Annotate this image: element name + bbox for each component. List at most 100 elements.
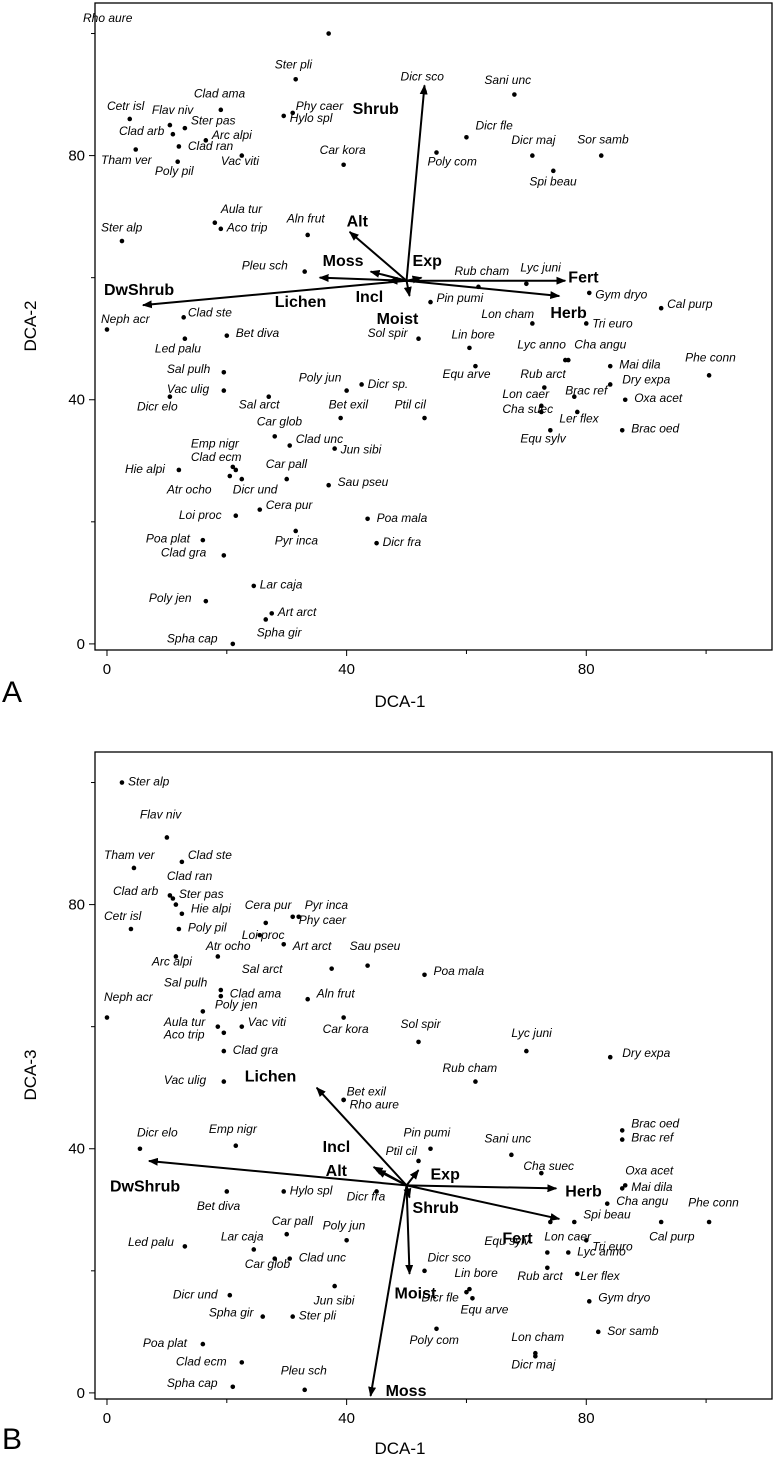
panel-a-point-label-cal-purp: Cal purp	[667, 297, 713, 311]
panel-b-point-sal-pulh	[218, 987, 224, 993]
panel-a-y-axis-label: DCA-2	[21, 300, 40, 351]
panel-b-x-tick-label-40: 40	[338, 1410, 355, 1427]
panel-a-point-vac-viti	[239, 153, 245, 158]
panel-b-point-label-sal-pulh: Sal pulh	[164, 975, 208, 989]
panel-a-point-rho-aure	[326, 31, 331, 36]
panel-b-vector-label-shrub: Shrub	[413, 1200, 459, 1217]
panel-a-point-dicr-fra	[374, 540, 379, 546]
panel-a-point-poly-com	[434, 150, 439, 155]
panel-b-vector-label-moist: Moist	[395, 1285, 437, 1302]
panel-a-point-neph-acr	[104, 327, 110, 332]
panel-b-point-cha-suec	[539, 1170, 544, 1176]
panel-a-point-label-lon-cham: Lon cham	[481, 307, 534, 321]
panel-b-vector-label-incl: Incl	[323, 1139, 351, 1156]
panel-b-point-label-bet-exil: Bet exil	[347, 1085, 387, 1099]
panel-b-point-label-dicr-sco: Dicr sco	[428, 1251, 472, 1265]
panel-a-point-label-lar-caja: Lar caja	[260, 577, 303, 591]
panel-a-point-ster-pli	[293, 76, 299, 82]
panel-b-point-label-hie-alpi: Hie alpi	[191, 902, 231, 916]
panel-a-point-sani-unc	[512, 92, 517, 97]
panel-a-point-equ-arve	[473, 363, 478, 369]
panel-a-point-ster-pas	[182, 125, 188, 131]
panel-b-point-emp-nigr	[233, 1143, 239, 1148]
panel-b-point-neph-acr	[104, 1015, 110, 1020]
panel-b-point-hie-alpi	[179, 911, 185, 917]
panel-a-letter: A	[2, 676, 22, 709]
panel-b-point-label-dry-expa: Dry expa	[622, 1046, 670, 1060]
panel-a-point-clad-ama	[218, 107, 224, 113]
panel-b-point-sau-pseu	[365, 963, 370, 968]
panel-a-point-phy-caer	[290, 110, 296, 116]
panel-a-point-tri-euro	[583, 321, 589, 326]
panel-b-point-label-atr-ocho: Atr ocho	[205, 939, 251, 953]
panel-b-point-label-cal-purp: Cal purp	[649, 1229, 695, 1243]
panel-b-point-label-sau-pseu: Sau pseu	[350, 939, 401, 953]
panel-a-vector-herb	[406, 279, 561, 300]
panel-b-point-label-sor-samb: Sor samb	[607, 1324, 659, 1338]
panel-b-point-label-vac-ulig: Vac ulig	[164, 1073, 207, 1087]
panel-a-point-label-lon-caer: Lon caer	[502, 387, 550, 401]
panel-b-point-label-lar-caja: Lar caja	[221, 1229, 264, 1243]
panel-a-point-label-dicr-fra: Dicr fra	[383, 535, 422, 549]
panel-b-point-label-dicr-und: Dicr und	[173, 1287, 218, 1301]
panel-b-point-poa-mala	[422, 972, 427, 978]
panel-b-point-art-arct	[281, 941, 287, 947]
panel-b-point-label-oxa-acet: Oxa acet	[625, 1163, 674, 1177]
panel-b-point-sor-samb	[595, 1329, 601, 1335]
panel-a-point-label-car-glob: Car glob	[257, 414, 303, 428]
panel-a-point-bet-diva	[224, 333, 230, 338]
panel-a-point-label-flav-niv: Flav niv	[152, 103, 194, 117]
panel-b-vector-label-lichen: Lichen	[245, 1069, 297, 1086]
panel-a-point-cetr-isl	[127, 116, 133, 122]
panel-a-point-ster-alp	[119, 238, 125, 244]
panel-a-point-label-aula-tur: Aula tur	[220, 202, 263, 216]
panel-a-point-lyc-juni	[524, 281, 529, 287]
panel-a-point-pin-pumi	[428, 299, 433, 305]
panel-a-point-emp-nigr	[230, 464, 236, 470]
panel-a-point-label-hylo-spl: Hylo spl	[290, 111, 333, 125]
panel-b-point-label-aula-tur: Aula tur	[163, 1015, 206, 1029]
panel-a-point-arc-alpi	[203, 138, 209, 143]
panel-b-point-rho-aure	[341, 1097, 346, 1103]
panel-a-point-label-aln-frut: Aln frut	[286, 212, 326, 226]
panel-b-point-label-equ-arve: Equ arve	[460, 1303, 508, 1317]
panel-a-point-dicr-fle	[464, 134, 469, 140]
panel-b-point-label-emp-nigr: Emp nigr	[209, 1122, 258, 1136]
panel-a-point-label-car-pall: Car pall	[266, 457, 308, 471]
panel-b-point-label-spha-cap: Spha cap	[167, 1376, 218, 1390]
panel-b-environment-vectors: Lichen DwShrub Incl Alt Exp Shrub Herb Fert Mois…	[110, 1069, 602, 1400]
panel-b-point-label-dicr-fra: Dicr fra	[347, 1190, 386, 1204]
panel-b-point-ler-flex	[574, 1271, 580, 1277]
panel-b-point-label-equ-sylv: Equ sylv	[484, 1234, 530, 1248]
panel-a-point-label-ler-flex: Ler flex	[559, 411, 599, 425]
panel-b-point-aln-frut	[305, 996, 310, 1002]
panel-b-point-label-ster-alp: Ster alp	[128, 775, 170, 789]
panel-a-vector-label-lichen: Lichen	[275, 294, 327, 311]
panel-a-point-label-vac-viti: Vac viti	[221, 154, 260, 168]
panel-a-vector-label-exp: Exp	[413, 253, 443, 270]
panel-b-point-label-rub-arct: Rub arct	[517, 1269, 563, 1283]
panel-a-point-cha-suec	[539, 409, 544, 415]
panel-a-vector-shrub	[405, 84, 428, 281]
panel-a-point-label-rub-arct: Rub arct	[520, 367, 566, 381]
panel-b-point-brac-oed	[619, 1128, 625, 1133]
panel-a-point-hie-alpi	[176, 467, 182, 473]
panel-b-point-clad-gra	[221, 1048, 227, 1054]
panel-a-point-clad-arb	[170, 131, 176, 137]
panel-b-point-lar-caja	[251, 1247, 257, 1252]
panel-a-point-label-dicr-sp: Dicr sp.	[368, 377, 409, 391]
panel-a-point-tham-ver	[133, 147, 139, 152]
panel-a-axis-ticks: 0 40 80 0 40 80	[68, 33, 707, 678]
panel-b-point-label-rub-cham: Rub cham	[442, 1061, 497, 1075]
panel-b-y-tick-label-80: 80	[68, 897, 85, 914]
panel-a-point-label-sol-spir: Sol spir	[368, 326, 409, 340]
panel-a-point-label-gym-dryo: Gym dryo	[595, 287, 647, 301]
panel-a-point-clad-gra	[221, 553, 227, 558]
panel-b-point-label-lon-cham: Lon cham	[511, 1330, 564, 1344]
panel-a-point-dicr-und	[239, 476, 245, 482]
panel-b-point-label-clad-ecm: Clad ecm	[176, 1354, 227, 1368]
panel-b-point-poa-plat	[200, 1341, 206, 1347]
panel-a-point-label-dicr-maj: Dicr maj	[511, 133, 555, 147]
panel-a-vector-label-moist: Moist	[377, 311, 419, 328]
panel-b-point-atr-ocho	[215, 954, 221, 959]
